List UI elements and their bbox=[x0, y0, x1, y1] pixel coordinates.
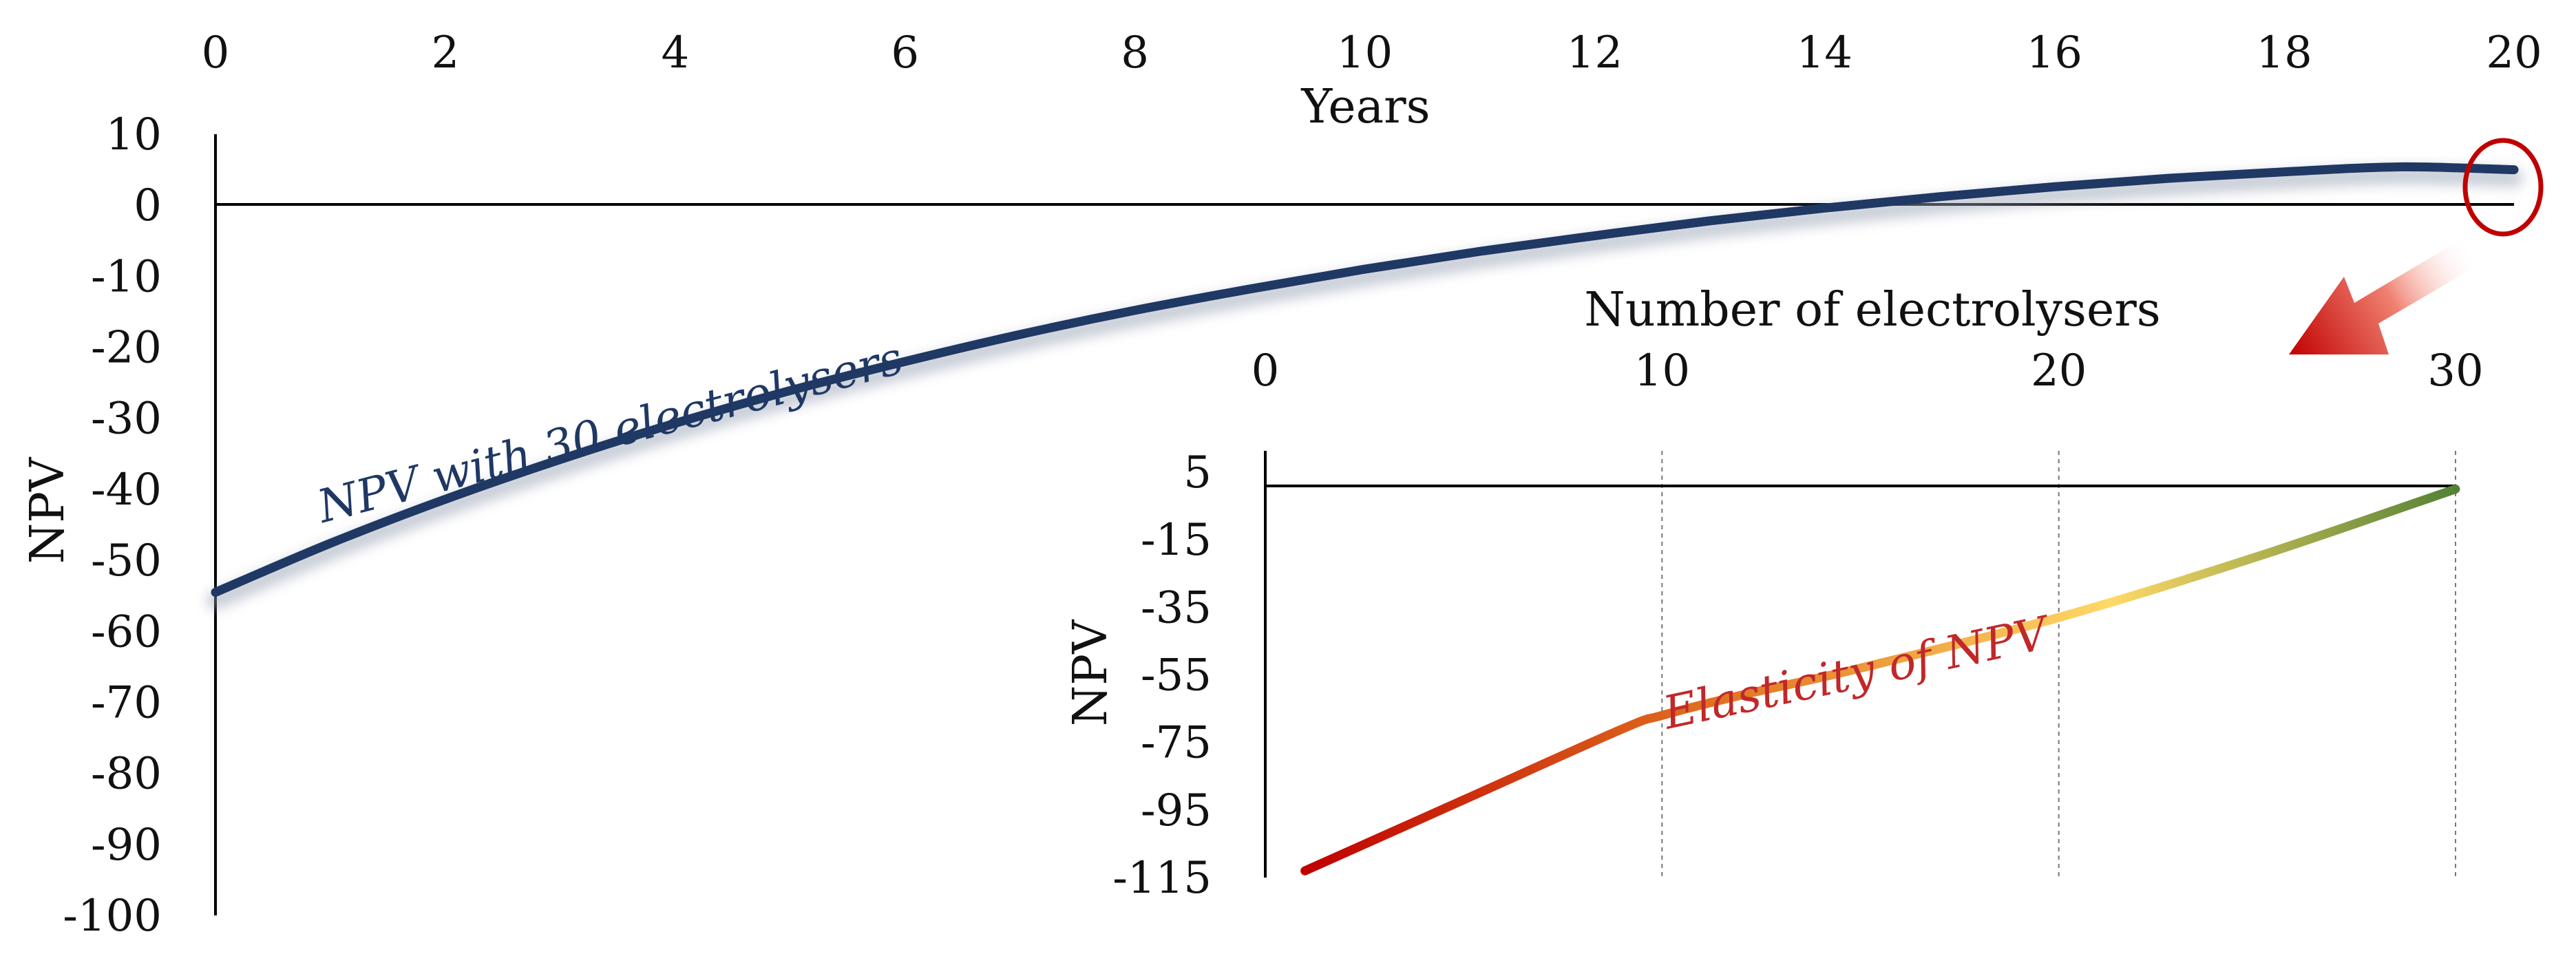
inset-x-axis-title: Number of electrolysers bbox=[1584, 283, 2160, 337]
main-y-tick-label: -20 bbox=[91, 323, 162, 374]
main-x-tick-label: 20 bbox=[2486, 28, 2542, 78]
main-x-tick-label: 12 bbox=[1567, 28, 1623, 78]
main-x-axis-title: Years bbox=[1300, 80, 1430, 134]
main-y-axis-title: NPV bbox=[21, 456, 75, 564]
main-y-tick-label: -40 bbox=[91, 465, 162, 516]
main-y-tick-label: -100 bbox=[63, 891, 162, 942]
main-y-tick-label: -60 bbox=[91, 606, 162, 657]
inset-series-label: Elasticity of NPV bbox=[1658, 606, 2057, 740]
main-series-shadow bbox=[207, 166, 2523, 610]
inset-y-tick-label: -55 bbox=[1141, 650, 1212, 701]
inset-y-tick-label: -15 bbox=[1141, 515, 1212, 566]
main-series-label: NPV with 30 electrolysers bbox=[311, 332, 908, 534]
main-y-tick-label: -80 bbox=[91, 749, 162, 800]
main-x-tick-label: 0 bbox=[202, 28, 230, 78]
inset-chart: Number of electrolysers 0 10 20 30 5 -15 -35 -… bbox=[1064, 283, 2484, 904]
main-y-tick-label: -10 bbox=[91, 251, 162, 302]
main-x-tick-label: 18 bbox=[2256, 28, 2312, 78]
main-x-tick-label: 10 bbox=[1337, 28, 1393, 78]
inset-x-tick-labels: 0 10 20 30 bbox=[1252, 346, 2484, 396]
inset-x-tick-label: 10 bbox=[1634, 346, 1690, 396]
main-y-tick-labels: 10 0 -10 -20 -30 -40 -50 -60 -70 -80 -90 -100 bbox=[63, 109, 162, 942]
main-x-tick-label: 16 bbox=[2026, 28, 2082, 78]
main-y-tick-label: 0 bbox=[134, 180, 162, 231]
inset-gridlines bbox=[1661, 451, 2456, 878]
inset-y-tick-label: -95 bbox=[1141, 785, 1212, 836]
main-series-line bbox=[211, 162, 2519, 597]
highlight-circle bbox=[2462, 138, 2544, 237]
inset-x-tick-label: 0 bbox=[1252, 346, 1280, 396]
inset-y-axis-title: NPV bbox=[1064, 619, 1118, 726]
inset-x-tick-label: 20 bbox=[2031, 346, 2087, 396]
inset-x-tick-label: 30 bbox=[2427, 346, 2483, 396]
main-y-tick-label: -70 bbox=[91, 677, 162, 728]
main-y-tick-label: -90 bbox=[91, 820, 162, 871]
main-x-tick-labels: 0 2 4 6 8 10 12 14 16 18 20 bbox=[202, 28, 2542, 78]
main-x-tick-label: 4 bbox=[661, 28, 689, 78]
inset-y-tick-labels: 5 -15 -35 -55 -75 -95 -115 bbox=[1112, 447, 1212, 904]
main-x-tick-label: 8 bbox=[1121, 28, 1149, 78]
main-y-tick-label: 10 bbox=[106, 109, 162, 160]
inset-y-tick-label: 5 bbox=[1183, 447, 1212, 498]
callout-arrow bbox=[2289, 237, 2478, 354]
main-x-tick-label: 2 bbox=[432, 28, 460, 78]
inset-y-tick-label: -35 bbox=[1141, 582, 1212, 633]
main-x-tick-label: 6 bbox=[891, 28, 919, 78]
inset-series-line bbox=[1300, 485, 2460, 876]
inset-y-tick-label: -75 bbox=[1141, 718, 1212, 769]
main-x-tick-label: 14 bbox=[1797, 28, 1852, 78]
main-y-tick-label: -30 bbox=[91, 394, 162, 445]
main-y-tick-label: -50 bbox=[91, 535, 162, 586]
inset-y-tick-label: -115 bbox=[1112, 853, 1212, 904]
